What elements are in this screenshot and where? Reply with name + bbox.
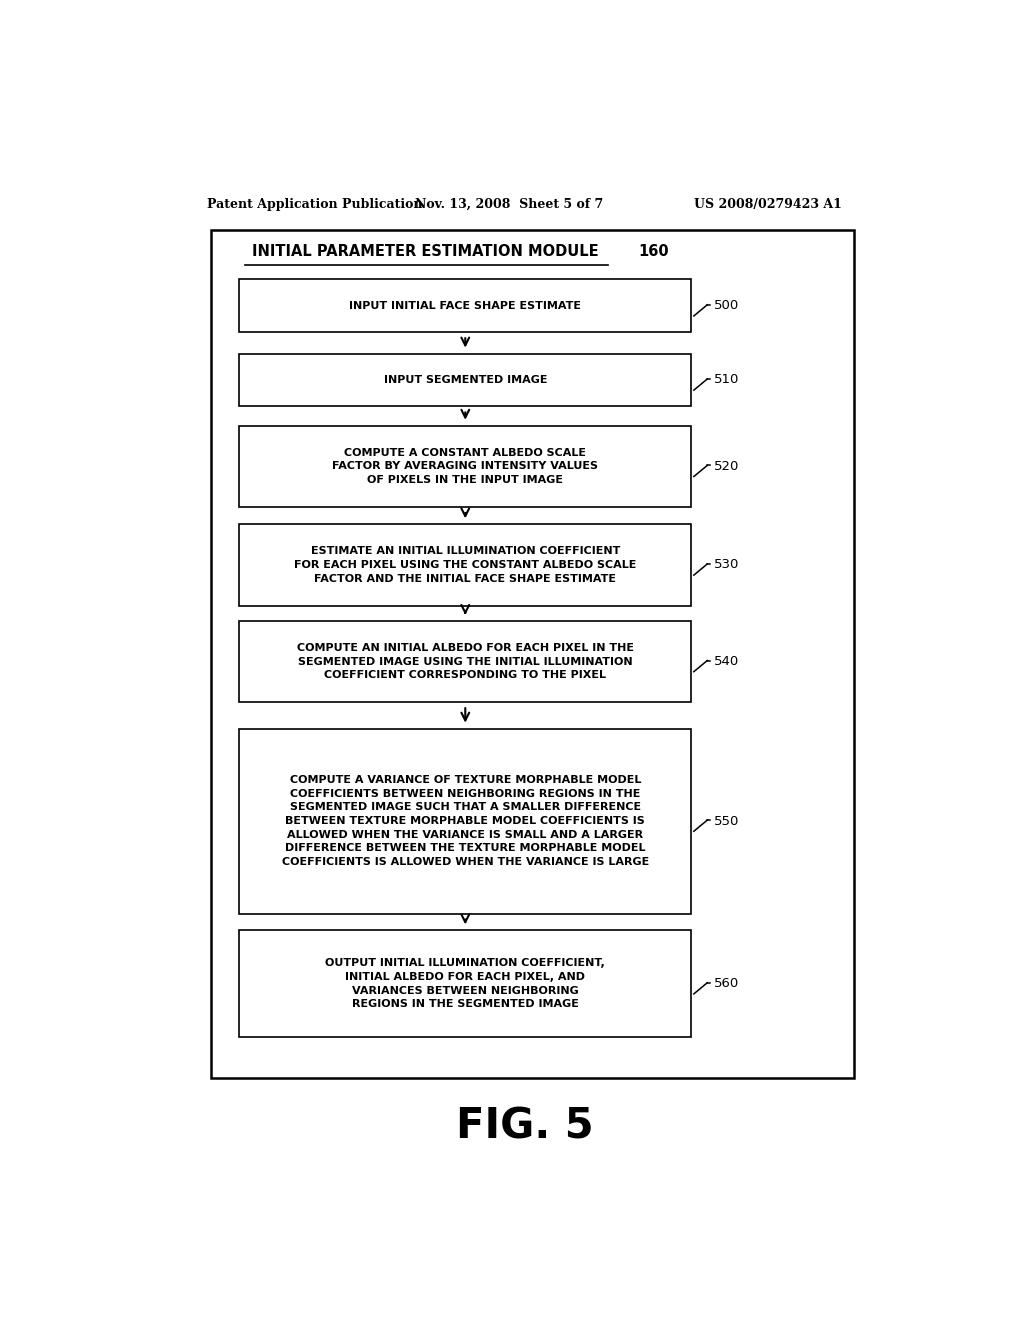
Text: 510: 510 bbox=[714, 374, 739, 387]
Text: 530: 530 bbox=[714, 558, 739, 572]
FancyBboxPatch shape bbox=[240, 931, 691, 1038]
Text: 560: 560 bbox=[714, 977, 739, 990]
FancyBboxPatch shape bbox=[240, 354, 691, 407]
Text: INITIAL PARAMETER ESTIMATION MODULE: INITIAL PARAMETER ESTIMATION MODULE bbox=[252, 244, 599, 260]
FancyBboxPatch shape bbox=[240, 524, 691, 606]
Text: COMPUTE AN INITIAL ALBEDO FOR EACH PIXEL IN THE
SEGMENTED IMAGE USING THE INITIA: COMPUTE AN INITIAL ALBEDO FOR EACH PIXEL… bbox=[297, 643, 634, 680]
FancyBboxPatch shape bbox=[240, 620, 691, 702]
FancyBboxPatch shape bbox=[211, 230, 854, 1078]
Text: ESTIMATE AN INITIAL ILLUMINATION COEFFICIENT
FOR EACH PIXEL USING THE CONSTANT A: ESTIMATE AN INITIAL ILLUMINATION COEFFIC… bbox=[294, 546, 637, 583]
Text: OUTPUT INITIAL ILLUMINATION COEFFICIENT,
INITIAL ALBEDO FOR EACH PIXEL, AND
VARI: OUTPUT INITIAL ILLUMINATION COEFFICIENT,… bbox=[326, 958, 605, 1008]
FancyBboxPatch shape bbox=[240, 426, 691, 507]
Text: INPUT SEGMENTED IMAGE: INPUT SEGMENTED IMAGE bbox=[384, 375, 547, 385]
Text: COMPUTE A VARIANCE OF TEXTURE MORPHABLE MODEL
COEFFICIENTS BETWEEN NEIGHBORING R: COMPUTE A VARIANCE OF TEXTURE MORPHABLE … bbox=[282, 775, 649, 867]
Text: INPUT INITIAL FACE SHAPE ESTIMATE: INPUT INITIAL FACE SHAPE ESTIMATE bbox=[349, 301, 582, 310]
Text: 520: 520 bbox=[714, 459, 739, 473]
Text: FIG. 5: FIG. 5 bbox=[456, 1105, 594, 1147]
Text: 160: 160 bbox=[638, 244, 669, 260]
Text: 540: 540 bbox=[714, 655, 739, 668]
FancyBboxPatch shape bbox=[240, 280, 691, 333]
Text: Patent Application Publication: Patent Application Publication bbox=[207, 198, 423, 211]
FancyBboxPatch shape bbox=[240, 729, 691, 913]
Text: COMPUTE A CONSTANT ALBEDO SCALE
FACTOR BY AVERAGING INTENSITY VALUES
OF PIXELS I: COMPUTE A CONSTANT ALBEDO SCALE FACTOR B… bbox=[332, 447, 598, 484]
Text: Nov. 13, 2008  Sheet 5 of 7: Nov. 13, 2008 Sheet 5 of 7 bbox=[415, 198, 603, 211]
Text: US 2008/0279423 A1: US 2008/0279423 A1 bbox=[694, 198, 842, 211]
Text: 550: 550 bbox=[714, 814, 739, 828]
Text: 500: 500 bbox=[714, 300, 739, 313]
